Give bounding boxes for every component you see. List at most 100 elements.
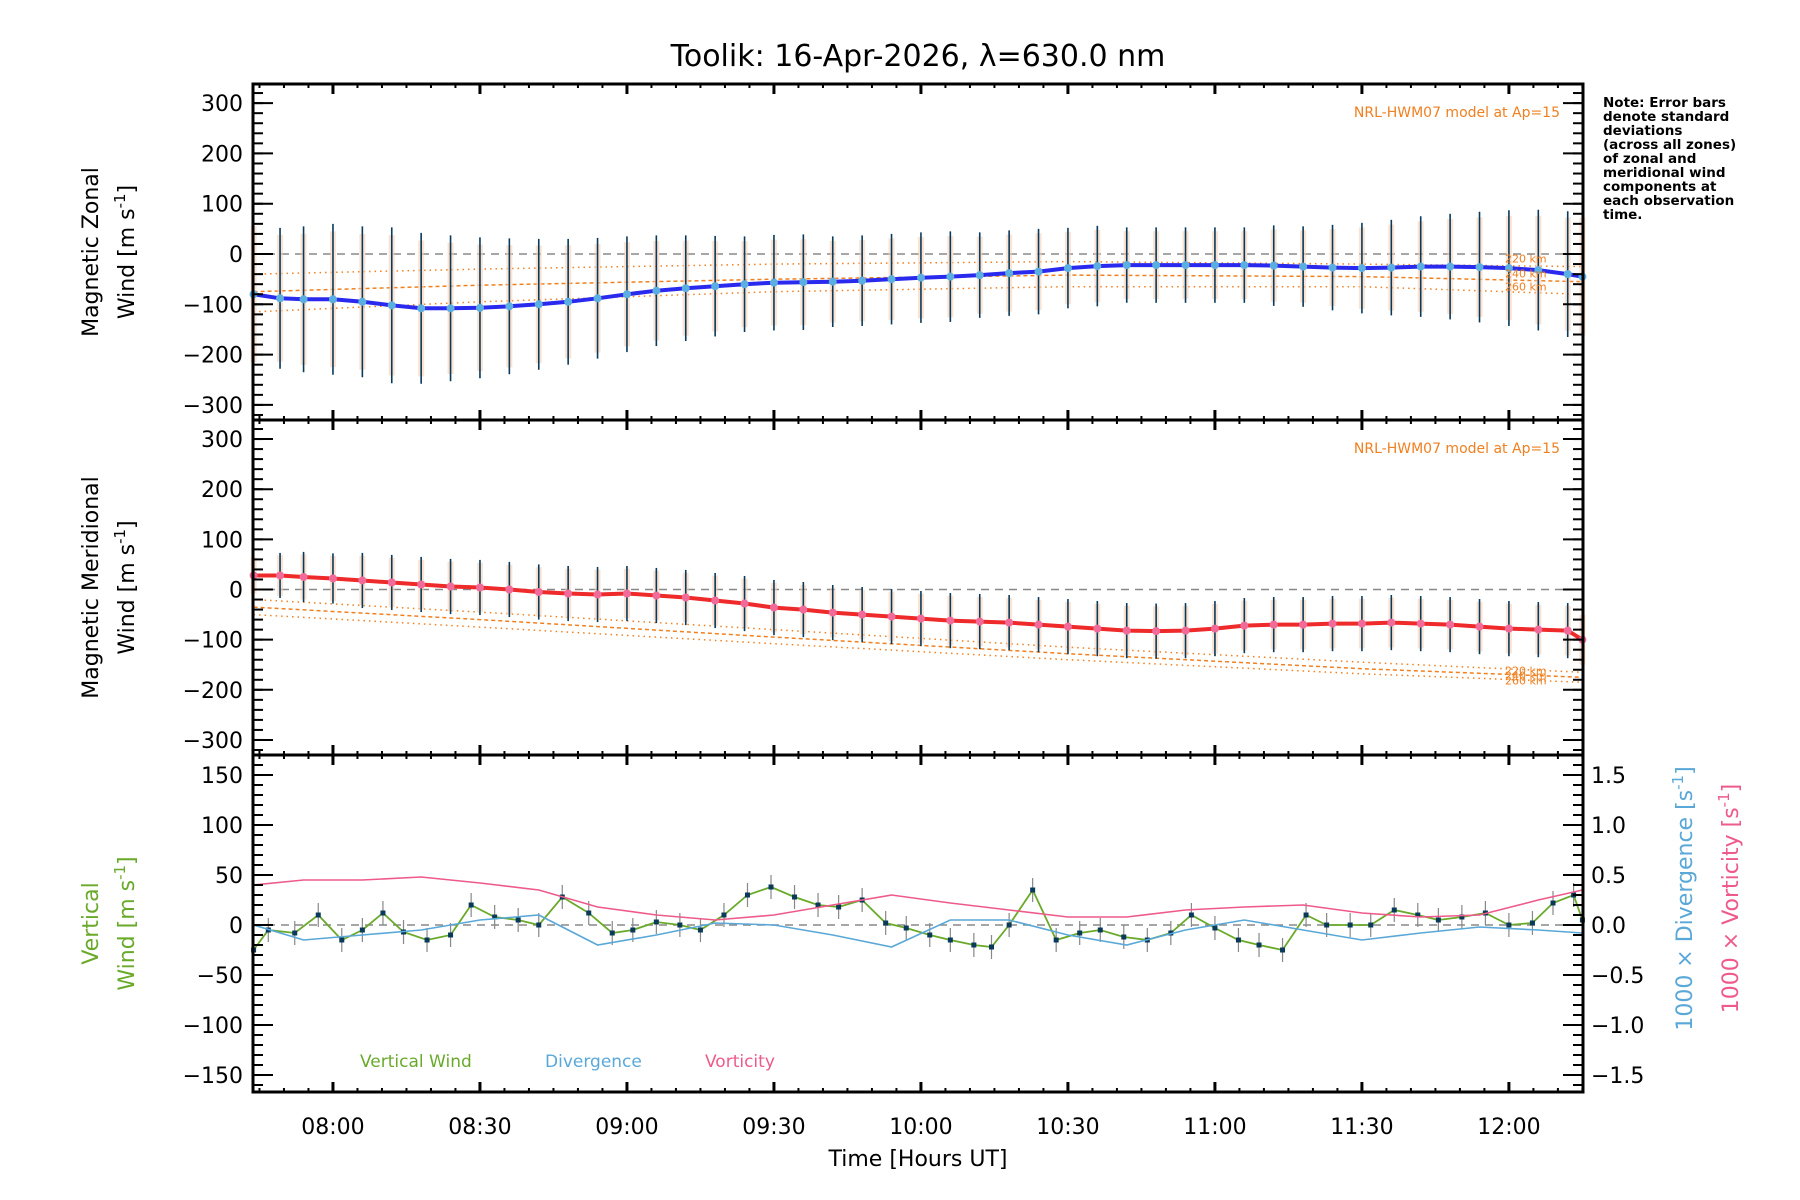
data-point <box>1347 922 1353 928</box>
data-point <box>593 294 602 303</box>
data-point <box>1097 927 1103 933</box>
x-tick-label: 08:30 <box>448 1115 511 1140</box>
panel-frame <box>251 753 1585 1094</box>
data-point <box>1459 914 1465 920</box>
data-point <box>1506 922 1512 928</box>
y2-tick-label: −1.0 <box>1591 1014 1644 1039</box>
data-point <box>448 932 454 938</box>
data-point <box>1077 930 1083 936</box>
legend-item: Vertical Wind <box>360 1052 472 1072</box>
data-point <box>1328 619 1337 628</box>
data-point <box>446 304 455 313</box>
data-point <box>1034 267 1043 276</box>
data-point <box>1034 620 1043 629</box>
data-point <box>681 284 690 293</box>
y-axis-label-line1: Magnetic Zonal <box>79 167 104 337</box>
data-point <box>1005 269 1014 278</box>
data-point <box>799 605 808 614</box>
data-point <box>1005 618 1014 627</box>
model-line-1 <box>253 260 1583 275</box>
data-point <box>1181 261 1190 270</box>
y-tick-label: −300 <box>183 394 243 419</box>
data-point <box>1324 922 1330 928</box>
data-point <box>564 589 573 598</box>
data-point <box>276 294 285 303</box>
data-point <box>653 919 659 925</box>
data-point <box>1122 626 1131 635</box>
data-point <box>1269 261 1278 270</box>
data-point <box>1357 619 1366 628</box>
data-point <box>475 303 484 312</box>
data-point <box>387 301 396 310</box>
data-point <box>1188 912 1194 918</box>
error-bar-note: Note: Error bars denote standard deviati… <box>1603 95 1737 223</box>
data-point <box>1475 263 1484 272</box>
legend-item: Divergence <box>545 1052 642 1072</box>
data-point <box>622 589 631 598</box>
data-point <box>446 582 455 591</box>
data-point <box>276 571 285 580</box>
data-point <box>1391 907 1397 913</box>
data-point <box>975 617 984 626</box>
data-point <box>1529 920 1535 926</box>
data-point <box>1093 624 1102 633</box>
data-point <box>1030 887 1036 893</box>
data-point <box>534 300 543 309</box>
data-point <box>769 278 778 287</box>
data-point <box>1435 917 1441 923</box>
x-tick-label: 12:00 <box>1477 1115 1540 1140</box>
data-point <box>299 295 308 304</box>
altitude-label: 220 km <box>1505 253 1547 266</box>
data-point <box>744 892 750 898</box>
y-axis-label-line2: Wind [m s-1] <box>111 185 140 319</box>
data-point <box>1152 627 1161 636</box>
data-point <box>1210 261 1219 270</box>
data-point <box>586 910 592 916</box>
data-point <box>1121 934 1127 940</box>
data-point <box>1235 937 1241 943</box>
x-tick-label: 10:00 <box>889 1115 952 1140</box>
data-point <box>1093 262 1102 271</box>
data-point <box>916 273 925 282</box>
y-tick-label: 300 <box>201 428 243 453</box>
data-point <box>292 930 298 936</box>
data-point <box>1446 620 1455 629</box>
data-point <box>1563 626 1572 635</box>
series-line-divergence <box>253 914 1583 948</box>
data-point <box>740 599 749 608</box>
y-tick-label: −150 <box>183 1064 243 1089</box>
data-point <box>652 286 661 295</box>
legend-item: Vorticity <box>705 1052 775 1072</box>
data-point <box>1416 619 1425 628</box>
data-point <box>828 608 837 617</box>
y2-tick-label: 0.5 <box>1591 864 1626 889</box>
data-point <box>1299 620 1308 629</box>
data-point <box>1299 262 1308 271</box>
data-point <box>883 920 889 926</box>
data-point <box>536 922 542 928</box>
data-point <box>858 276 867 285</box>
y-tick-label: −50 <box>197 964 243 989</box>
altitude-label: 260 km <box>1505 674 1547 687</box>
data-point <box>697 927 703 933</box>
data-point <box>1006 922 1012 928</box>
data-point <box>768 884 774 890</box>
data-point <box>947 937 953 943</box>
altitude-label: 240 km <box>1505 669 1547 682</box>
data-point <box>927 932 933 938</box>
data-point <box>1504 264 1513 273</box>
data-point <box>1063 622 1072 631</box>
series-line-vertical-wind <box>252 886 1584 952</box>
y-axis-label-line1: Vertical <box>79 882 104 964</box>
data-point <box>593 590 602 599</box>
x-tick-label: 09:30 <box>742 1115 805 1140</box>
y-tick-label: 0 <box>229 579 243 604</box>
data-point <box>380 910 386 916</box>
x-axis-label: Time [Hours UT] <box>828 1147 1008 1172</box>
model-label: NRL-HWM07 model at Ap=15 <box>1354 441 1560 457</box>
altitude-label: 220 km <box>1505 664 1547 677</box>
data-point <box>1303 912 1309 918</box>
altitude-label: 240 km <box>1505 268 1547 281</box>
